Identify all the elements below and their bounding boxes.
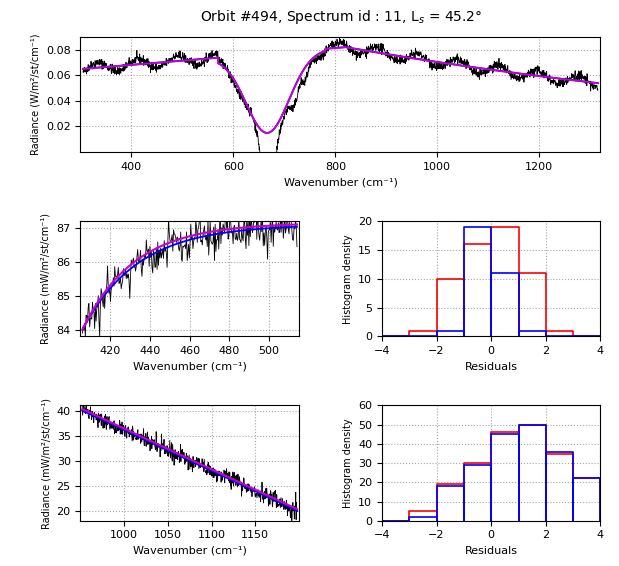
Y-axis label: Histogram density: Histogram density — [342, 234, 353, 324]
Y-axis label: Radiance (W/m²/st/cm⁻¹): Radiance (W/m²/st/cm⁻¹) — [30, 33, 40, 155]
Y-axis label: Radiance (mW/m²/st/cm⁻¹): Radiance (mW/m²/st/cm⁻¹) — [41, 213, 51, 344]
X-axis label: Wavenumber (cm⁻¹): Wavenumber (cm⁻¹) — [284, 177, 397, 187]
X-axis label: Wavenumber (cm⁻¹): Wavenumber (cm⁻¹) — [132, 546, 246, 556]
X-axis label: Residuals: Residuals — [465, 362, 517, 372]
Y-axis label: Histogram density: Histogram density — [342, 418, 353, 508]
X-axis label: Wavenumber (cm⁻¹): Wavenumber (cm⁻¹) — [132, 362, 246, 372]
Y-axis label: Radiance (mW/m²/st/cm⁻¹): Radiance (mW/m²/st/cm⁻¹) — [41, 397, 51, 529]
X-axis label: Residuals: Residuals — [465, 546, 517, 556]
Text: Orbit #494, Spectrum id : 11, L$_s$ = 45.2°: Orbit #494, Spectrum id : 11, L$_s$ = 45… — [199, 8, 482, 27]
